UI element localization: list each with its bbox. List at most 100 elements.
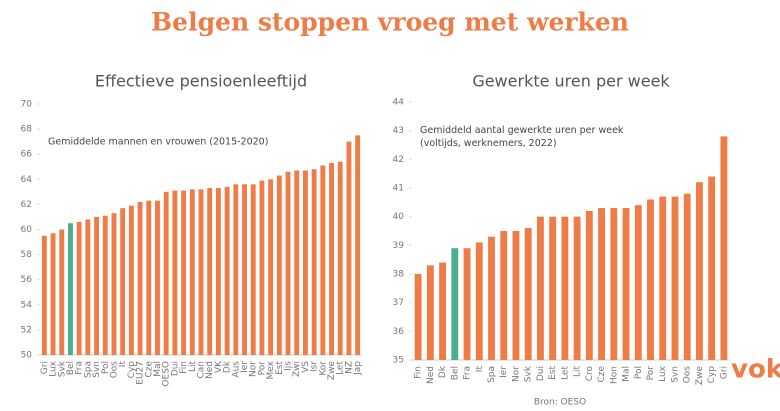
x-tick-label: Est xyxy=(275,361,285,375)
x-tick-label: Dk xyxy=(223,360,233,373)
bar xyxy=(155,200,160,355)
x-tick-label: Spa xyxy=(83,361,93,378)
x-tick-label: Por xyxy=(257,361,267,376)
bar xyxy=(598,208,606,360)
x-tick-label: Jap xyxy=(353,361,363,376)
x-tick-label: Lux xyxy=(49,360,59,377)
x-tick-label: Svn xyxy=(670,366,680,383)
y-tick-label: 58 xyxy=(21,250,33,260)
x-tick-label: Oos xyxy=(683,366,693,384)
x-tick-label: Dui xyxy=(170,361,180,376)
bar xyxy=(610,208,618,360)
bar xyxy=(215,188,221,355)
bar xyxy=(294,170,300,355)
bar xyxy=(536,216,544,360)
x-tick-label: Gri xyxy=(719,366,729,379)
x-tick-label: Nor xyxy=(511,366,521,382)
bar xyxy=(573,216,581,360)
bar xyxy=(233,184,239,355)
bar xyxy=(128,205,134,355)
bar xyxy=(426,265,434,360)
y-tick-label: 44 xyxy=(393,98,405,108)
bar xyxy=(414,274,422,360)
x-tick-label: Let xyxy=(560,366,570,380)
bar xyxy=(268,179,274,355)
x-tick-label: Bel xyxy=(450,366,460,380)
bar xyxy=(259,180,265,355)
x-tick-label: Isr xyxy=(310,361,320,372)
x-tick-label: Dk xyxy=(438,365,448,378)
y-tick-label: 56 xyxy=(21,275,33,285)
x-tick-label: Lux xyxy=(658,365,668,382)
x-tick-label: Cro xyxy=(585,366,595,382)
bar xyxy=(549,216,557,360)
x-tick-label: Spa xyxy=(487,366,497,383)
chart-title: Gewerkte uren per week xyxy=(472,72,670,91)
y-tick-label: 64 xyxy=(21,175,33,185)
bar xyxy=(250,184,256,355)
y-tick-label: 42 xyxy=(393,155,404,165)
x-tick-label: Svn xyxy=(92,361,102,378)
x-tick-label: Pol xyxy=(634,366,644,379)
bar xyxy=(41,235,47,355)
bar xyxy=(634,205,642,360)
x-tick-label: Oos xyxy=(109,361,119,379)
x-tick-label: Cze xyxy=(144,361,154,378)
bar xyxy=(329,162,334,355)
x-tick-label: Lit xyxy=(573,366,583,378)
page-title: Belgen stoppen vroeg met werken xyxy=(151,8,629,37)
x-tick-label: Svk xyxy=(57,360,67,377)
x-tick-label: Lit xyxy=(188,361,198,373)
x-tick-label: Gri xyxy=(40,361,50,374)
bar xyxy=(181,190,187,355)
chart-title: Effectieve pensioenleeftijd xyxy=(95,72,307,91)
x-tick-label: Cyp xyxy=(127,361,137,379)
x-tick-label: Ier xyxy=(240,361,250,373)
y-tick-label: 68 xyxy=(21,125,33,135)
bar xyxy=(451,248,459,360)
y-tick-label: 62 xyxy=(21,200,32,210)
annotation: Gemiddeld aantal gewerkte uren per week … xyxy=(420,125,626,149)
logo: voka xyxy=(731,355,780,385)
y-tick-label: 60 xyxy=(21,225,33,235)
bar xyxy=(500,231,508,360)
y-tick-label: 43 xyxy=(393,126,404,136)
y-tick-label: 66 xyxy=(21,150,33,160)
bar xyxy=(659,196,667,360)
bar xyxy=(137,201,143,355)
bar xyxy=(224,186,230,355)
annotation: Gemiddelde mannen en vrouwen (2015-2020) xyxy=(48,137,268,148)
x-tick-label: Nor xyxy=(249,361,259,377)
x-tick-label: Aus xyxy=(231,361,241,378)
bar xyxy=(463,248,471,360)
x-tick-label: Por xyxy=(646,366,656,381)
bar xyxy=(720,136,728,360)
bar xyxy=(622,208,630,360)
x-tick-label: Svk xyxy=(524,365,534,382)
bar xyxy=(337,161,343,355)
x-tick-label: NZ xyxy=(344,361,354,374)
y-tick-label: 39 xyxy=(393,241,405,251)
bar xyxy=(585,210,593,360)
x-tick-label: Fin xyxy=(414,366,424,379)
bar xyxy=(189,189,195,355)
bar xyxy=(111,213,117,355)
x-tick-label: Est xyxy=(548,366,558,380)
x-tick-label: Zwe xyxy=(695,366,705,386)
y-tick-label: 41 xyxy=(393,184,404,194)
x-tick-label: Mal xyxy=(153,361,163,377)
bar xyxy=(59,229,65,355)
x-tick-label: Fra xyxy=(75,361,85,375)
y-tick-label: 40 xyxy=(393,212,405,222)
bar xyxy=(512,231,520,360)
x-tick-label: VK xyxy=(214,360,224,373)
bar xyxy=(311,169,317,355)
bar xyxy=(50,233,56,355)
bar xyxy=(94,216,100,355)
bar xyxy=(561,216,569,360)
bar xyxy=(242,184,247,355)
bar xyxy=(102,215,108,355)
x-tick-label: Cyp xyxy=(707,366,717,384)
bar xyxy=(524,228,532,360)
